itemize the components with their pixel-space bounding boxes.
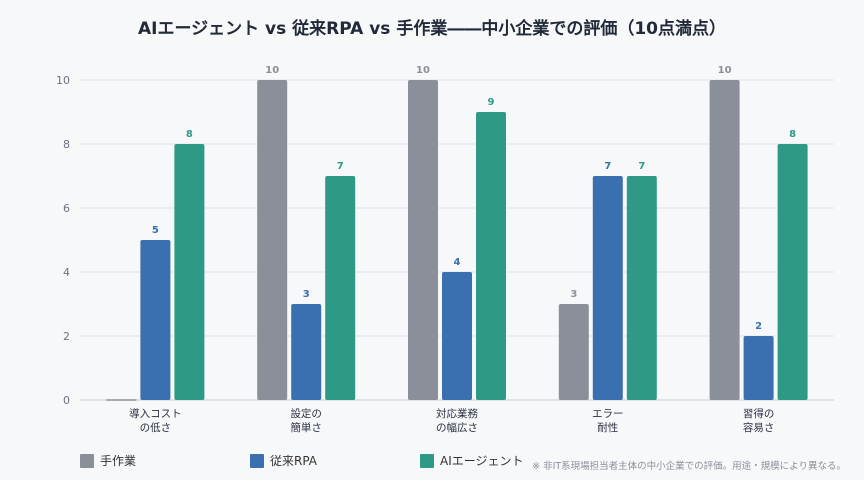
x-tick-label: 習得の容易さ (743, 408, 775, 434)
legend-item-rpa[interactable]: 従来RPA (250, 452, 317, 469)
x-tick-label: 導入コストの低さ (129, 407, 182, 434)
y-tick-label: 10 (56, 74, 70, 87)
legend-item-ai[interactable]: AIエージェント (420, 452, 524, 469)
legend-swatch-rpa (250, 453, 264, 468)
bar-manual[interactable] (257, 80, 288, 400)
y-tick-label: 8 (63, 138, 70, 151)
data-labels: 5 8 10 3 7 10 4 9 3 7 7 10 2 8 (152, 65, 796, 332)
data-label: 7 (638, 161, 645, 172)
bar-ai[interactable] (777, 144, 808, 400)
bar-manual[interactable] (709, 80, 740, 400)
data-label: 8 (789, 129, 796, 140)
bar-rpa[interactable] (592, 176, 623, 400)
data-label: 7 (337, 161, 344, 172)
x-tick-label: 対応業務の幅広さ (436, 407, 478, 434)
legend-swatch-ai (420, 453, 434, 468)
legend-label-rpa: 従来RPA (270, 454, 318, 468)
x-tick-label: 設定の簡単さ (290, 407, 322, 434)
data-label: 5 (152, 225, 159, 236)
y-tick-label: 4 (63, 266, 70, 279)
data-label: 3 (303, 289, 310, 300)
x-axis: 導入コストの低さ 設定の簡単さ 対応業務の幅広さ エラー耐性 習得の容易さ (129, 407, 774, 434)
legend-swatch-manual (80, 453, 94, 468)
y-tick-label: 6 (63, 202, 70, 215)
data-label: 10 (265, 65, 279, 76)
legend-label-ai: AIエージェント (440, 454, 524, 468)
data-label: 9 (488, 97, 495, 108)
data-label: 8 (186, 129, 193, 140)
data-label: 4 (454, 257, 461, 268)
bar-ai[interactable] (626, 176, 657, 400)
x-tick-label: エラー耐性 (592, 408, 624, 434)
bar-manual[interactable] (558, 304, 589, 400)
y-tick-label: 2 (63, 330, 70, 343)
bar-rpa[interactable] (442, 272, 472, 400)
data-label: 10 (718, 65, 732, 76)
legend-label-manual: 手作業 (100, 454, 137, 468)
bars (106, 80, 808, 401)
chart-title: AIエージェント vs 従来RPA vs 手作業――中小企業での評価（10点満点… (137, 19, 727, 39)
legend-item-manual[interactable]: 手作業 (80, 452, 136, 469)
data-label: 3 (570, 289, 577, 300)
bar-ai[interactable] (476, 112, 506, 400)
bar-chart: 0 2 4 6 8 10 5 8 10 3 7 10 4 9 3 7 7 10 2 8 導入コストの低さ 設定の簡単さ… (56, 65, 834, 434)
data-label: 10 (416, 65, 430, 76)
y-tick-label: 0 (63, 394, 70, 407)
bar-ai[interactable] (174, 144, 205, 400)
data-label: 7 (604, 161, 611, 172)
footnote: ※ 非IT系現場担当者主体の中小企業での評価。用途・規模により異なる。 (532, 461, 846, 472)
bar-manual[interactable] (408, 80, 438, 400)
y-axis: 0 2 4 6 8 10 (56, 74, 70, 407)
bar-rpa[interactable] (291, 304, 322, 400)
bar-ai[interactable] (325, 176, 356, 400)
data-label: 2 (755, 321, 762, 332)
bar-rpa[interactable] (743, 336, 774, 400)
legend: 手作業 従来RPA AIエージェント (0, 452, 864, 472)
bar-rpa[interactable] (140, 240, 171, 400)
